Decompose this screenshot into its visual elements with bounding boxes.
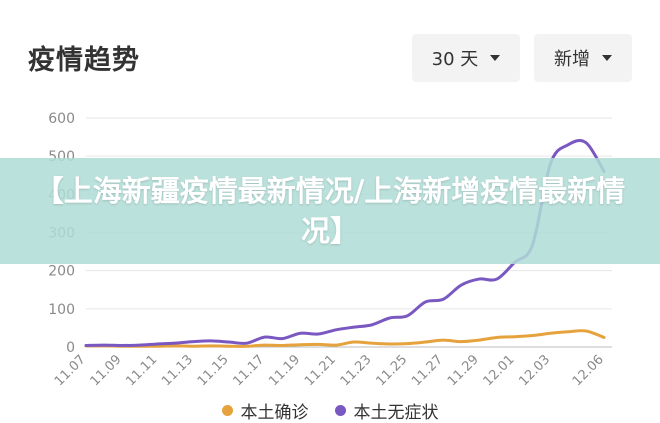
caret-down-icon (602, 55, 612, 61)
x-tick-label: 11.09 (88, 352, 125, 389)
time-range-label: 30 天 (431, 49, 479, 70)
y-tick-label: 100 (48, 302, 75, 318)
x-tick-label: 11.13 (159, 352, 196, 389)
x-tick-label: 11.25 (373, 352, 410, 389)
x-tick-label: 11.29 (445, 352, 482, 389)
headline-text: 【上海新疆疫情最新情况/上海新增疫情最新情况】 (34, 174, 626, 248)
legend-item-confirmed[interactable]: 本土确诊 (221, 398, 309, 423)
y-tick-label: 200 (48, 264, 75, 280)
time-range-dropdown[interactable]: 30 天 (412, 34, 520, 82)
legend-item-asymptomatic[interactable]: 本土无症状 (334, 398, 439, 423)
x-tick-label: 12.03 (516, 352, 553, 389)
headline-banner: 【上海新疆疫情最新情况/上海新增疫情最新情况】 (0, 158, 660, 264)
y-tick-label: 600 (48, 111, 75, 127)
x-tick-label: 11.19 (266, 352, 303, 389)
series-line-confirmed (84, 329, 606, 348)
x-tick-label: 11.21 (302, 352, 339, 389)
x-tick-label: 11.07 (52, 352, 89, 389)
page-title: 疫情趋势 (28, 45, 140, 76)
caret-down-icon (490, 55, 501, 61)
y-tick-label: 0 (66, 340, 75, 356)
x-tick-label: 11.23 (338, 352, 375, 389)
legend-dot-icon (221, 405, 233, 416)
x-tick-label: 12.06 (570, 352, 607, 389)
x-tick-label: 11.27 (409, 352, 446, 389)
metric-label: 新增 (554, 49, 590, 70)
chart-legend: 本土确诊 本土无症状 (0, 398, 660, 423)
x-tick-label: 11.11 (123, 352, 160, 389)
x-tick-label: 11.15 (195, 352, 232, 389)
legend-dot-icon (334, 405, 346, 416)
legend-label-asymptomatic: 本土无症状 (353, 403, 439, 423)
x-tick-label: 12.01 (481, 352, 518, 389)
legend-label-confirmed: 本土确诊 (240, 403, 309, 423)
metric-dropdown[interactable]: 新增 (534, 34, 632, 82)
x-tick-label: 11.17 (231, 352, 268, 389)
